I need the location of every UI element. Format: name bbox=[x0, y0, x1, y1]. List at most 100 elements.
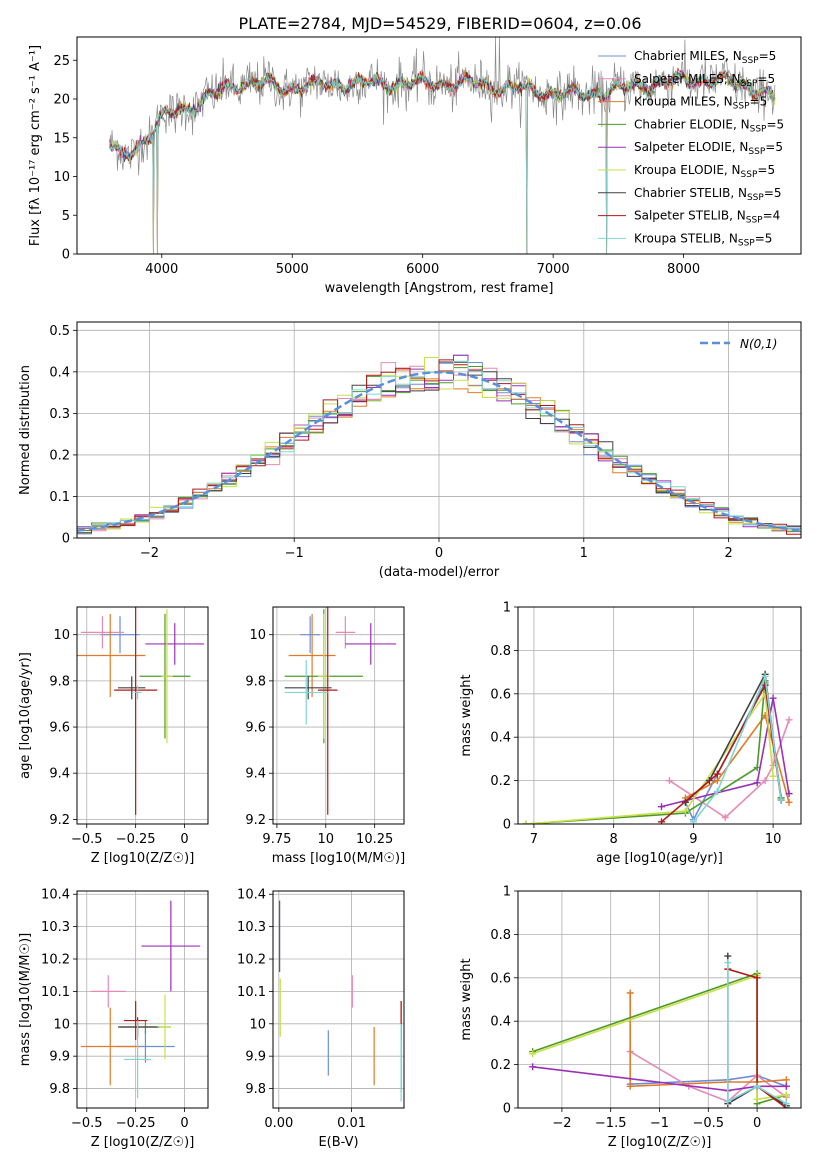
y-tick-label: 9.4 bbox=[245, 767, 266, 782]
x-tick-label: 2 bbox=[724, 546, 732, 561]
legend-entry: Kroupa STELIB, NSSP=5 bbox=[634, 231, 772, 248]
x-tick-label: 7000 bbox=[537, 262, 570, 277]
x-tick-label: −2 bbox=[552, 1116, 571, 1131]
weight-marker bbox=[777, 796, 785, 804]
weight-line-7 bbox=[727, 968, 787, 1108]
weight-marker bbox=[769, 772, 777, 780]
age-vs-z-panel: −0.5 −0.25 0 9.2 9.4 9.6 9.8 10 Z [log10(Z/Z☉)] a… bbox=[18, 606, 209, 866]
y-tick-label: 1 bbox=[503, 885, 511, 900]
legend-entry: Chabrier ELODIE, NSSP=5 bbox=[634, 117, 784, 134]
weight-marker bbox=[785, 716, 793, 724]
y-tick-label: 9.2 bbox=[49, 813, 70, 828]
x-tick-label: 0 bbox=[753, 1116, 761, 1131]
y-tick-label: 9.2 bbox=[245, 813, 266, 828]
mass-vs-z-panel: −0.5 −0.25 0 9.8 9.9 10 10.1 10.2 10.3 10.4 Z [log… bbox=[18, 888, 209, 1150]
x-axis-label: mass [log10(M/M☉)] bbox=[272, 851, 405, 866]
error-cross-5 bbox=[159, 994, 171, 1060]
y-tick-label: 9.4 bbox=[49, 767, 70, 782]
x-tick-label: −1 bbox=[285, 546, 304, 561]
x-tick-label: −0.5 bbox=[693, 1116, 725, 1131]
x-tick-label: 8000 bbox=[667, 262, 700, 277]
weight-marker bbox=[721, 813, 729, 821]
weight-marker bbox=[689, 818, 697, 824]
plot-area bbox=[80, 900, 201, 1099]
weight-marker bbox=[782, 1076, 790, 1084]
weight-marker bbox=[626, 1082, 634, 1090]
weight-line-4 bbox=[661, 697, 790, 808]
weight-marker bbox=[785, 798, 793, 806]
error-cross-7 bbox=[114, 607, 158, 815]
y-tick-label: 15 bbox=[53, 131, 70, 146]
x-tick-label: 0 bbox=[435, 546, 443, 561]
axes-frame bbox=[76, 606, 209, 825]
x-tick-label: 0 bbox=[180, 1116, 188, 1131]
error-cross-2 bbox=[77, 613, 146, 698]
weight-marker bbox=[626, 989, 634, 997]
weight-marker bbox=[657, 818, 665, 824]
x-axis-label: (data-model)/error bbox=[379, 565, 500, 580]
weight-marker bbox=[665, 777, 673, 785]
y-tick-label: 10 bbox=[249, 1017, 266, 1032]
weight-line-8 bbox=[692, 673, 782, 823]
weight-marker bbox=[769, 694, 777, 702]
x-tick-label: −0.25 bbox=[116, 1116, 156, 1131]
weight-marker bbox=[713, 770, 721, 778]
y-tick-label: 1 bbox=[503, 601, 511, 616]
weight-marker bbox=[761, 777, 769, 785]
y-tick-label: 9.9 bbox=[245, 1050, 266, 1065]
weight-marker bbox=[761, 672, 769, 680]
y-tick-label: 10 bbox=[249, 628, 266, 643]
weight-marker bbox=[713, 777, 721, 785]
spectrum-panel: 4000 5000 6000 7000 8000 0 5 10 15 20 25 wavelength… bbox=[28, 36, 802, 296]
legend-entry: Kroupa ELODIE, NSSP=5 bbox=[634, 163, 775, 180]
error-cross-2 bbox=[80, 1007, 140, 1086]
legend-entry: Salpeter MILES, NSSP=5 bbox=[634, 72, 775, 89]
weight-marker bbox=[753, 974, 761, 982]
weight-marker bbox=[753, 1095, 761, 1103]
legend-entry: Salpeter ELODIE, NSSP=5 bbox=[634, 140, 783, 157]
y-tick-label: 9.8 bbox=[245, 1082, 266, 1097]
y-tick-label: 9.9 bbox=[49, 1050, 70, 1065]
x-tick-label: −1 bbox=[650, 1116, 669, 1131]
error-cross-4 bbox=[145, 623, 205, 665]
error-cross-2 bbox=[288, 613, 336, 698]
y-tick-label: 0.2 bbox=[490, 774, 511, 789]
y-tick-label: 0.4 bbox=[490, 1015, 511, 1030]
error-cross-1 bbox=[80, 616, 124, 649]
axes-frame bbox=[76, 890, 209, 1109]
figure-title: PLATE=2784, MJD=54529, FIBERID=0604, z=0… bbox=[238, 14, 641, 33]
x-tick-label: −0.25 bbox=[116, 832, 156, 847]
y-tick-label: 10 bbox=[53, 1017, 70, 1032]
x-axis-label: Z [log10(Z/Z☉)] bbox=[608, 1135, 712, 1150]
x-tick-label: 0.00 bbox=[264, 1116, 293, 1131]
weight-line-8 bbox=[727, 962, 787, 1105]
x-tick-label: 5000 bbox=[276, 262, 309, 277]
error-cross-5 bbox=[161, 609, 173, 744]
axes: 7 8 9 10 0 0.2 0.4 0.6 0.8 1 age [log10(age/yr)] ma… bbox=[459, 601, 802, 866]
weight-marker bbox=[724, 1097, 732, 1105]
x-tick-label: −2 bbox=[140, 546, 159, 561]
y-axis-label: Normed distribution bbox=[18, 365, 33, 495]
weight-marker bbox=[769, 761, 777, 769]
weight-marker bbox=[782, 1091, 790, 1099]
x-tick-label: 9 bbox=[689, 832, 697, 847]
error-cross-8 bbox=[133, 685, 142, 700]
weight-marker bbox=[753, 1082, 761, 1090]
residuals-legend: N(0,1) bbox=[700, 337, 777, 351]
y-tick-label: 0.8 bbox=[490, 928, 511, 943]
axes-frame bbox=[76, 36, 802, 255]
weight-line-2 bbox=[685, 713, 790, 803]
y-tick-label: 10.1 bbox=[41, 985, 70, 1000]
x-tick-label: 9.75 bbox=[262, 832, 291, 847]
y-tick-label: 0 bbox=[503, 818, 511, 833]
y-tick-label: 25 bbox=[53, 54, 70, 69]
age-vs-mass-panel: 9.75 10 10.25 9.2 9.4 9.6 9.8 10 mass [log10(M/M… bbox=[245, 606, 405, 866]
plot-area bbox=[278, 900, 402, 1102]
x-axis-label: Z [log10(Z/Z☉)] bbox=[91, 1135, 195, 1150]
y-tick-label: 0 bbox=[503, 1102, 511, 1117]
x-tick-label: −0.5 bbox=[71, 1116, 103, 1131]
y-tick-label: 0 bbox=[62, 532, 70, 547]
axes: −2 −1.5 −1 −0.5 0 0 0.2 0.4 0.6 0.8 1 Z [log10(Z/Z☉… bbox=[459, 885, 802, 1150]
mass-vs-ebv-panel: 0.00 0.01 9.8 9.9 10 10.1 10.2 10.3 10.4 E(B-V) bbox=[237, 888, 405, 1150]
